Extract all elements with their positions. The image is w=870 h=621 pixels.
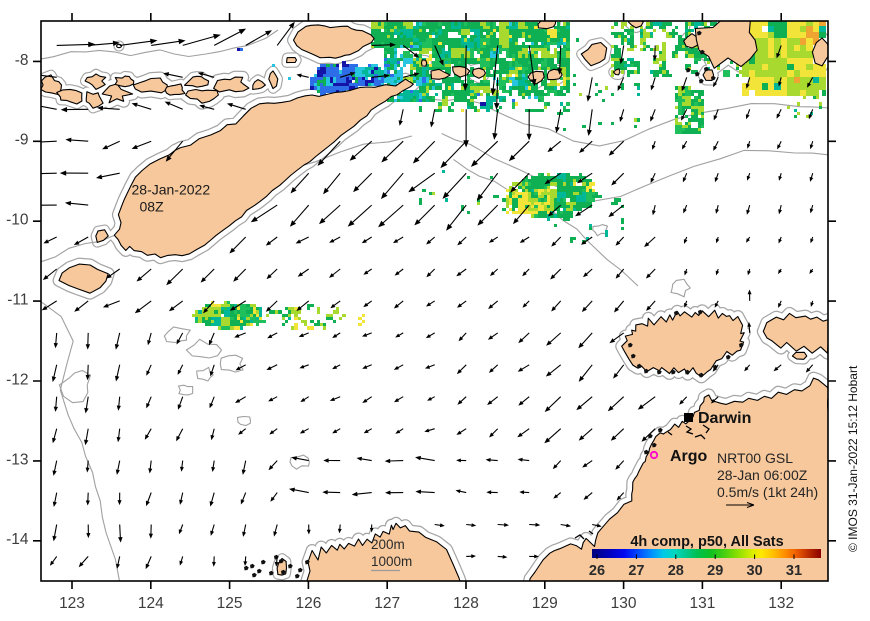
svg-text:-8: -8 — [15, 52, 29, 69]
svg-text:0.5m/s (1kt 24h): 0.5m/s (1kt 24h) — [717, 484, 818, 500]
svg-text:125: 125 — [217, 595, 243, 612]
svg-text:28: 28 — [668, 563, 684, 579]
svg-text:31: 31 — [786, 563, 802, 579]
svg-text:Argo: Argo — [670, 448, 708, 465]
svg-text:27: 27 — [628, 563, 644, 579]
svg-text:Darwin: Darwin — [698, 410, 751, 427]
svg-text:26: 26 — [589, 563, 605, 579]
svg-text:127: 127 — [374, 595, 400, 612]
svg-text:-14: -14 — [6, 531, 29, 548]
svg-text:129: 129 — [532, 595, 558, 612]
svg-text:-13: -13 — [6, 451, 28, 468]
svg-text:200m: 200m — [371, 537, 405, 552]
svg-text:131: 131 — [689, 595, 715, 612]
svg-text:NRT00 GSL: NRT00 GSL — [717, 450, 793, 466]
svg-text:28-Jan 06:00Z: 28-Jan 06:00Z — [717, 467, 808, 483]
svg-text:-11: -11 — [7, 292, 28, 309]
svg-text:123: 123 — [59, 595, 85, 612]
svg-text:-10: -10 — [6, 212, 29, 229]
svg-text:29: 29 — [707, 563, 723, 579]
svg-text:08Z: 08Z — [140, 199, 165, 215]
svg-text:4h comp, p50, All Sats: 4h comp, p50, All Sats — [630, 534, 783, 550]
svg-text:128: 128 — [453, 595, 479, 612]
svg-text:124: 124 — [138, 595, 164, 612]
svg-text:1000m: 1000m — [371, 554, 412, 569]
svg-text:30: 30 — [747, 563, 763, 579]
svg-text:126: 126 — [295, 595, 321, 612]
svg-text:132: 132 — [768, 595, 794, 612]
svg-text:-9: -9 — [15, 132, 29, 149]
svg-text:-12: -12 — [6, 371, 28, 388]
svg-text:© IMOS 31-Jan-2022 15:12 Hobar: © IMOS 31-Jan-2022 15:12 Hobart — [846, 365, 860, 552]
svg-text:130: 130 — [611, 595, 637, 612]
svg-text:28-Jan-2022: 28-Jan-2022 — [132, 182, 211, 198]
